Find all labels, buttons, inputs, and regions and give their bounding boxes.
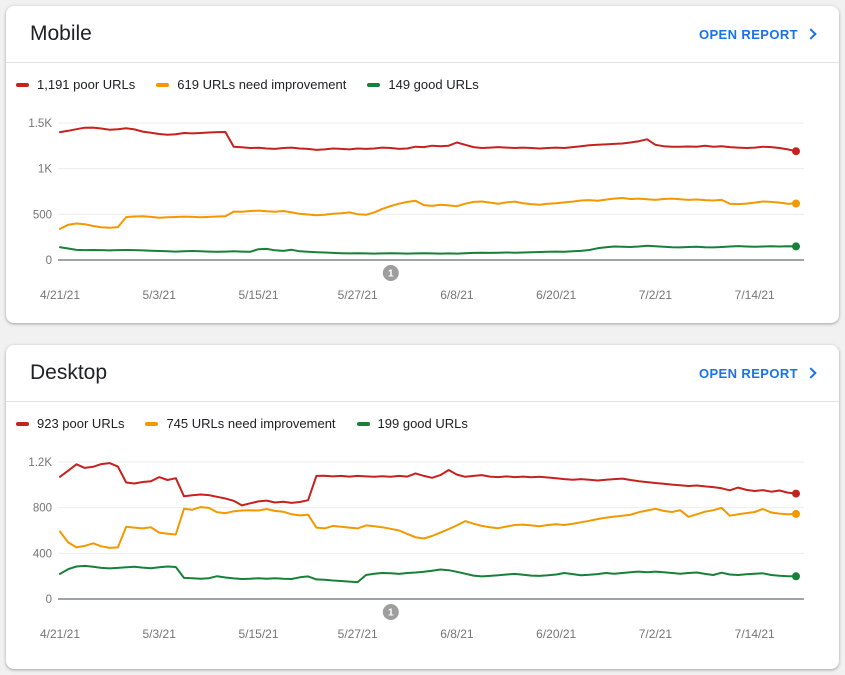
y-tick-label: 800 bbox=[33, 503, 52, 515]
legend-dash-icon bbox=[367, 82, 381, 87]
card-title-desktop: Desktop bbox=[30, 361, 108, 384]
y-tick-label: 0 bbox=[46, 255, 52, 267]
divider bbox=[6, 401, 839, 402]
y-tick-label: 0 bbox=[46, 594, 52, 606]
legend: 923 poor URLs 745 URLs need improvement … bbox=[6, 402, 839, 440]
svg-text:1: 1 bbox=[388, 608, 394, 619]
legend-dash-icon bbox=[145, 421, 159, 426]
chevron-right-icon bbox=[805, 27, 817, 40]
series-line bbox=[59, 462, 797, 507]
legend-dash-icon bbox=[16, 82, 29, 87]
legend-item-good[interactable]: 149 good URLs bbox=[367, 77, 479, 92]
series-line bbox=[59, 244, 797, 255]
svg-text:1: 1 bbox=[388, 269, 394, 280]
legend-dash-icon bbox=[16, 421, 29, 426]
open-report-link[interactable]: OPEN REPORT bbox=[698, 26, 817, 42]
y-tick-label: 1K bbox=[38, 164, 52, 176]
y-tick-label: 1.5K bbox=[28, 118, 52, 130]
x-tick-label: 5/3/21 bbox=[143, 288, 177, 302]
card-header: Mobile OPEN REPORT bbox=[6, 6, 839, 62]
legend-label: 149 good URLs bbox=[388, 77, 479, 92]
open-report-label: OPEN REPORT bbox=[698, 26, 798, 42]
series-end-dot bbox=[792, 509, 800, 518]
series-end-dot bbox=[792, 147, 800, 156]
x-tick-label: 6/8/21 bbox=[440, 288, 474, 302]
x-tick-label: 7/2/21 bbox=[639, 288, 673, 302]
x-tick-label: 6/8/21 bbox=[440, 627, 474, 641]
chevron-right-icon bbox=[805, 366, 817, 379]
legend-dash-icon bbox=[356, 421, 370, 426]
legend-dash-icon bbox=[156, 82, 170, 87]
series-line bbox=[59, 506, 797, 549]
series-line bbox=[59, 126, 797, 153]
x-tick-label: 5/27/21 bbox=[338, 627, 378, 641]
mobile-card: Mobile OPEN REPORT 1,191 poor URLs 619 U… bbox=[6, 6, 839, 323]
x-tick-label: 4/21/21 bbox=[40, 288, 80, 302]
series-end-dot bbox=[792, 242, 800, 251]
legend-label: 199 good URLs bbox=[377, 416, 468, 431]
series-end-dot bbox=[792, 489, 800, 498]
x-tick-label: 7/14/21 bbox=[735, 288, 775, 302]
x-tick-label: 5/15/21 bbox=[238, 627, 278, 641]
legend-label: 923 poor URLs bbox=[37, 416, 125, 431]
mobile-cwv-chart[interactable]: 0 500 1K 1.5K 4/21/21 5/3/21 5/15/21 5/27/21 6/8… bbox=[6, 103, 839, 308]
legend-item-good[interactable]: 199 good URLs bbox=[356, 416, 468, 431]
x-tick-label: 6/20/21 bbox=[536, 627, 576, 641]
annotation-marker[interactable]: 1 bbox=[382, 265, 399, 281]
desktop-cwv-chart[interactable]: 0 400 800 1.2K 4/21/21 5/3/21 5/15/21 5/27/21 6/… bbox=[6, 442, 839, 647]
divider bbox=[6, 62, 839, 63]
open-report-link[interactable]: OPEN REPORT bbox=[698, 365, 817, 381]
card-title-mobile: Mobile bbox=[30, 22, 92, 45]
y-tick-label: 400 bbox=[33, 548, 52, 560]
annotation-marker[interactable]: 1 bbox=[382, 604, 399, 620]
legend: 1,191 poor URLs 619 URLs need improvemen… bbox=[6, 63, 839, 101]
legend-item-poor[interactable]: 923 poor URLs bbox=[16, 416, 124, 431]
y-tick-label: 1.2K bbox=[28, 457, 52, 469]
series-line bbox=[59, 197, 797, 230]
x-tick-label: 5/3/21 bbox=[143, 627, 177, 641]
x-tick-label: 5/15/21 bbox=[238, 288, 278, 302]
card-header: Desktop OPEN REPORT bbox=[6, 345, 839, 401]
x-tick-label: 4/21/21 bbox=[40, 627, 80, 641]
y-tick-label: 500 bbox=[33, 209, 52, 221]
legend-item-needs-improvement[interactable]: 619 URLs need improvement bbox=[156, 77, 346, 92]
legend-item-needs-improvement[interactable]: 745 URLs need improvement bbox=[145, 416, 336, 431]
open-report-label: OPEN REPORT bbox=[698, 365, 798, 381]
series-end-dot bbox=[792, 572, 800, 581]
desktop-card: Desktop OPEN REPORT 923 poor URLs 745 UR… bbox=[6, 345, 839, 669]
series-line bbox=[59, 564, 797, 584]
legend-item-poor[interactable]: 1,191 poor URLs bbox=[16, 77, 135, 92]
x-tick-label: 5/27/21 bbox=[338, 288, 378, 302]
legend-label: 1,191 poor URLs bbox=[37, 77, 136, 92]
series-end-dot bbox=[792, 199, 800, 208]
x-tick-label: 7/2/21 bbox=[639, 627, 673, 641]
legend-label: 619 URLs need improvement bbox=[177, 77, 347, 92]
x-tick-label: 7/14/21 bbox=[735, 627, 775, 641]
x-tick-label: 6/20/21 bbox=[536, 288, 576, 302]
legend-label: 745 URLs need improvement bbox=[166, 416, 336, 431]
